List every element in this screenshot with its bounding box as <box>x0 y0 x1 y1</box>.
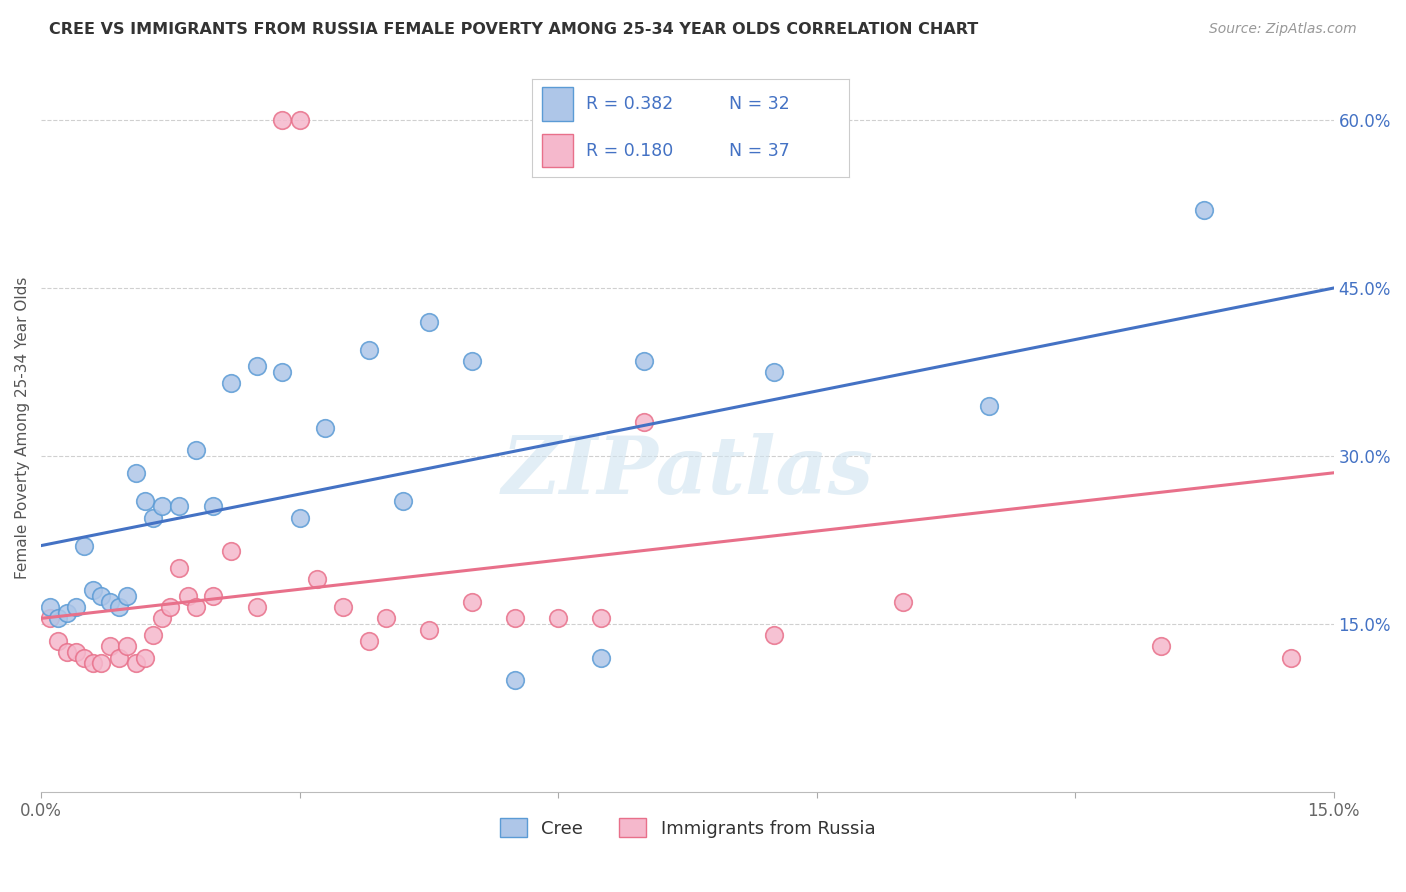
Point <box>1194 202 1216 217</box>
Point <box>762 628 785 642</box>
Point <box>219 544 242 558</box>
Point <box>503 611 526 625</box>
Point <box>90 656 112 670</box>
Point <box>314 421 336 435</box>
Point <box>82 583 104 598</box>
Point <box>82 656 104 670</box>
Point <box>891 594 914 608</box>
Point <box>107 600 129 615</box>
Point <box>977 399 1000 413</box>
Point <box>591 650 613 665</box>
Point <box>418 315 440 329</box>
Point <box>271 365 294 379</box>
Point <box>56 606 79 620</box>
Point <box>1279 650 1302 665</box>
Point <box>503 673 526 687</box>
Point <box>461 354 484 368</box>
Point <box>418 623 440 637</box>
Legend: Cree, Immigrants from Russia: Cree, Immigrants from Russia <box>492 811 883 845</box>
Point <box>65 600 87 615</box>
Point <box>245 359 267 374</box>
Point <box>167 561 190 575</box>
Point <box>125 656 148 670</box>
Point <box>142 628 165 642</box>
Point <box>186 600 208 615</box>
Point <box>134 650 156 665</box>
Point <box>38 611 60 625</box>
Point <box>357 343 380 357</box>
Point <box>332 600 354 615</box>
Point <box>98 594 121 608</box>
Point <box>202 589 225 603</box>
Point <box>219 376 242 391</box>
Point <box>150 500 173 514</box>
Point <box>176 589 198 603</box>
Point <box>90 589 112 603</box>
Point <box>633 354 655 368</box>
Y-axis label: Female Poverty Among 25-34 Year Olds: Female Poverty Among 25-34 Year Olds <box>15 277 30 579</box>
Point <box>117 589 139 603</box>
Point <box>167 500 190 514</box>
Point <box>547 611 569 625</box>
Point <box>98 640 121 654</box>
Point <box>288 113 311 128</box>
Point <box>117 640 139 654</box>
Point <box>125 466 148 480</box>
Point <box>142 510 165 524</box>
Point <box>633 416 655 430</box>
Point <box>1150 640 1173 654</box>
Point <box>374 611 396 625</box>
Point <box>357 633 380 648</box>
Text: Source: ZipAtlas.com: Source: ZipAtlas.com <box>1209 22 1357 37</box>
Text: CREE VS IMMIGRANTS FROM RUSSIA FEMALE POVERTY AMONG 25-34 YEAR OLDS CORRELATION : CREE VS IMMIGRANTS FROM RUSSIA FEMALE PO… <box>49 22 979 37</box>
Point <box>150 611 173 625</box>
Point <box>202 500 225 514</box>
Point <box>461 594 484 608</box>
Point <box>245 600 267 615</box>
Point <box>591 611 613 625</box>
Text: ZIPatlas: ZIPatlas <box>502 433 873 510</box>
Point <box>159 600 181 615</box>
Point <box>134 493 156 508</box>
Point <box>762 365 785 379</box>
Point <box>38 600 60 615</box>
Point <box>73 539 96 553</box>
Point <box>288 510 311 524</box>
Point <box>46 611 69 625</box>
Point <box>186 443 208 458</box>
Point <box>46 633 69 648</box>
Point <box>73 650 96 665</box>
Point <box>56 645 79 659</box>
Point <box>305 572 328 586</box>
Point <box>392 493 415 508</box>
Point <box>271 113 294 128</box>
Point <box>107 650 129 665</box>
Point <box>65 645 87 659</box>
